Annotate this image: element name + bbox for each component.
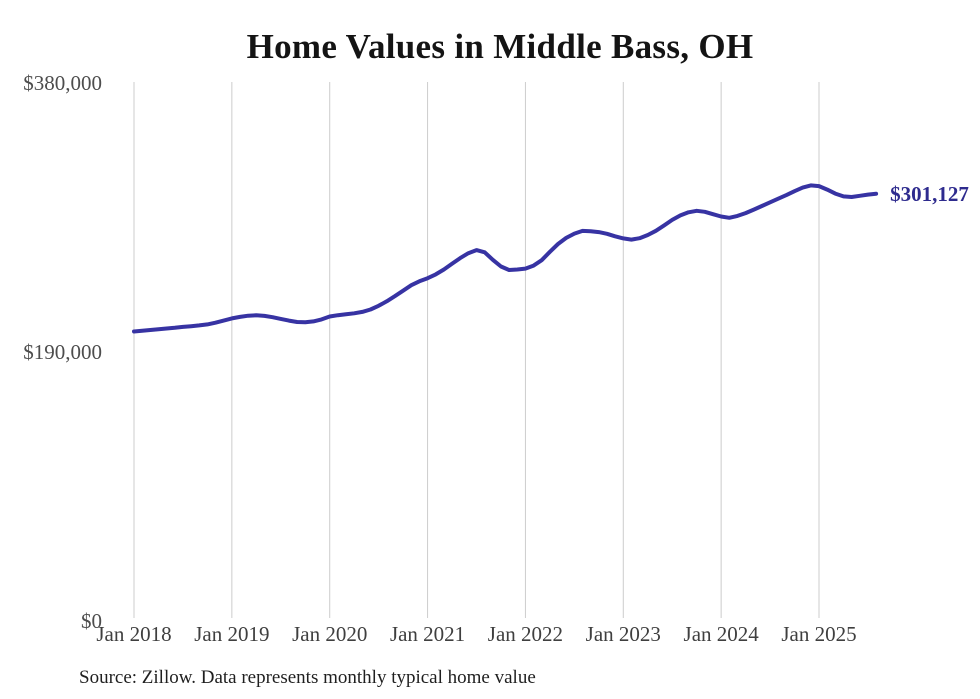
x-axis-label: Jan 2018 (96, 622, 172, 646)
x-axis-label: Jan 2019 (194, 622, 270, 646)
y-axis-label: $190,000 (23, 340, 102, 364)
x-axis-label: Jan 2020 (292, 622, 368, 646)
latest-value-label: $301,127 (890, 181, 969, 206)
chart-title: Home Values in Middle Bass, OH (246, 27, 754, 66)
gridlines-group (133, 82, 820, 618)
y-axis-label: $0 (81, 609, 102, 633)
home-value-line (132, 183, 879, 334)
x-axis-label: Jan 2021 (389, 622, 466, 646)
x-axis-label: Jan 2025 (781, 622, 857, 646)
x-axis-label: Jan 2024 (683, 622, 759, 646)
x-axis-label: Jan 2023 (585, 622, 661, 646)
y-axis-label: $380,000 (23, 71, 102, 95)
source-note: Source: Zillow. Data represents monthly … (79, 667, 536, 688)
x-axis-label: Jan 2022 (487, 622, 564, 646)
